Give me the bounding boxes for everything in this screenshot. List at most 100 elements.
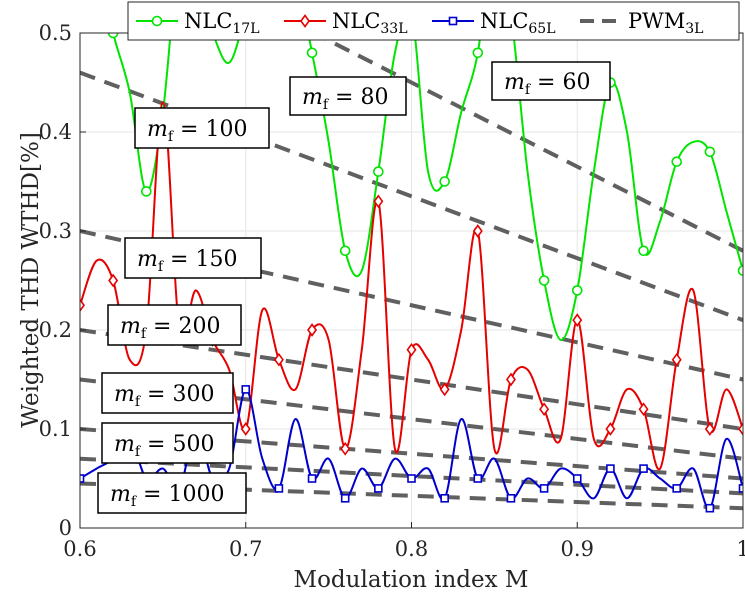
marker-NLC65L [705,503,715,513]
y-tick-label: 0.5 [39,21,72,45]
marker-NLC17L [638,245,649,257]
marker-NLC33L [572,313,583,327]
legend-item-NLC17L: NLC17L [136,9,260,37]
mf-label-box [491,61,611,101]
x-tick-label: 0.8 [395,537,428,561]
mf-label-100: mf = 100 [134,107,270,149]
marker-NLC17L [141,186,152,197]
marker-NLC33L [240,422,251,436]
legend-marker [448,16,458,26]
x-ticks: 0.6 0.7 0.8 0.9 1 [63,522,745,561]
marker-NLC65L [639,464,648,473]
legend-label: NLC17L [184,9,260,37]
marker-NLC33L [704,422,715,436]
mf-label-text: mf = 60 [504,70,590,98]
legend-item-PWM3L: PWM3L [580,9,703,37]
mf-label-text: mf = 200 [120,314,220,342]
marker-NLC17L [571,285,583,296]
mf-label-box [101,422,234,464]
mf-label-150: mf = 150 [124,237,262,279]
pwm-line-mf-60 [309,33,743,253]
legend-label: NLC65L [480,9,556,37]
y-tick-label: 0.4 [39,120,72,144]
marker-NLC33L [505,372,516,387]
marker-NLC33L [307,323,318,337]
series-line-NLC17L [112,33,743,341]
marker-NLC33L [406,342,417,357]
marker-NLC33L [373,194,384,209]
legend-label: NLC33L [332,9,408,37]
marker-NLC33L [439,382,450,397]
legend-item-NLC33L: NLC33L [284,9,408,37]
mf-label-box [124,237,262,279]
marker-NLC33L [108,273,119,288]
x-tick-label: 0.9 [561,537,594,561]
marker-NLC33L [671,352,682,367]
pwm-line-mf-500 [80,456,743,496]
marker-NLC65L [241,385,251,394]
legend-label: PWM3L [628,9,703,37]
mf-label-300: mf = 300 [101,372,234,414]
mf-annotations: mf = 80 mf = 60 mf = 100 mf = 150 mf = 200 mf… [97,61,611,514]
mf-label-box [107,304,242,346]
marker-NLC17L [538,275,550,286]
legend-marker [151,15,163,27]
marker-NLC17L [439,176,450,187]
x-tick-label: 0.6 [63,537,96,561]
pwm-line-mf-150 [80,328,743,431]
x-axis-label: Modulation index M [294,567,529,593]
marker-NLC65L [672,484,682,493]
marker-NLC17L [671,156,683,167]
marker-NLC33L [539,402,550,417]
marker-NLC17L [107,33,119,39]
mf-label-60: mf = 60 [491,61,611,101]
y-tick-label: 0.2 [39,318,72,342]
mf-label-box [134,107,270,149]
mf-label-1000: mf = 1000 [97,472,247,514]
mf-label-text: mf = 500 [114,432,214,460]
y-ticks: 0 0.1 0.2 0.3 0.4 0.5 [39,21,86,540]
y-tick-label: 0 [59,516,72,540]
marker-NLC65L [506,493,516,503]
legend-item-NLC65L: NLC65L [432,9,556,37]
marker-NLC33L [738,422,743,436]
mf-label-text: mf = 300 [114,382,214,410]
mf-label-text: mf = 150 [137,247,237,275]
marker-NLC33L [80,298,85,313]
marker-NLC17L [339,245,351,257]
marker-NLC65L [374,484,383,493]
mf-label-box [97,472,247,514]
marker-NLC65L [307,474,317,483]
mf-label-80: mf = 80 [289,76,407,116]
mf-label-500: mf = 500 [101,422,234,464]
x-tick-label: 0.7 [229,537,262,561]
y-axis-label: Weighted THD WTHD[%] [18,132,44,428]
marker-NLC17L [306,47,318,59]
y-tick-label: 0.3 [39,219,72,243]
marker-NLC65L [473,474,483,483]
x-tick-label: 1 [736,537,745,561]
marker-NLC17L [472,47,484,59]
marker-NLC33L [340,441,351,456]
mf-label-text: mf = 80 [302,85,388,113]
legend: NLC17L NLC33L NLC65L PWM3L [127,1,740,41]
marker-NLC65L [572,474,582,483]
marker-NLC65L [539,484,549,493]
marker-NLC33L [273,352,284,367]
marker-NLC65L [440,493,449,503]
mf-label-box [101,372,234,414]
marker-NLC17L [704,146,716,158]
mf-label-200: mf = 200 [107,304,242,346]
marker-NLC65L [274,484,284,493]
marker-NLC65L [340,493,350,503]
marker-NLC33L [605,422,616,436]
marker-NLC33L [638,402,649,417]
marker-NLC33L [472,224,483,238]
marker-NLC65L [738,484,743,493]
marker-NLC65L [407,474,416,483]
legend-marker [300,14,310,28]
mf-label-box [289,76,407,116]
marker-NLC17L [737,265,743,276]
mf-label-text: mf = 100 [147,117,247,145]
